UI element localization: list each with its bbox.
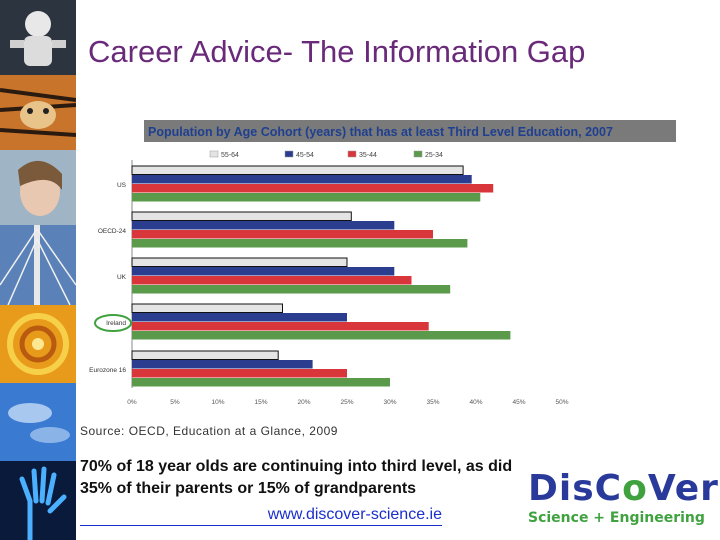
x-tick-label: 5%: [170, 399, 180, 406]
bar-ireland-55-64: [131, 303, 283, 313]
bridge-icon: [0, 225, 76, 305]
discover-logo: DisCoVer Science + Engineering: [528, 468, 719, 532]
sky-icon: [0, 383, 76, 461]
legend-label-35-44: 35-44: [359, 152, 377, 159]
legend-label-55-64: 55-64: [221, 152, 239, 159]
bar-oecd-24-45-54: [132, 221, 395, 230]
bar-us-55-64: [131, 165, 464, 175]
x-tick-label: 35%: [426, 399, 439, 406]
bar-eurozone-16-45-54: [132, 360, 313, 369]
x-tick-label: 40%: [469, 399, 482, 406]
girl-icon: [0, 150, 76, 225]
body-text: 70% of 18 year olds are continuing into …: [80, 456, 512, 500]
bar-eurozone-16-25-34: [132, 378, 390, 387]
legend-swatch-45-54: [284, 150, 294, 158]
category-label-us: US: [117, 182, 127, 189]
legend-label-45-54: 45-54: [296, 152, 314, 159]
category-label-uk: UK: [117, 274, 127, 281]
bar-eurozone-16-55-64: [131, 350, 279, 360]
bar-ireland-45-54: [132, 313, 347, 322]
bar-oecd-24-55-64: [131, 211, 352, 221]
body-line-2: 35% of their parents or 15% of grandpare…: [80, 480, 417, 497]
astronaut-icon: [0, 0, 76, 75]
chart-image: Population by Age Cohort (years) that ha…: [80, 116, 688, 412]
chart-title: Population by Age Cohort (years) that ha…: [148, 125, 613, 139]
slide-title: Career Advice- The Information Gap: [88, 34, 586, 69]
x-tick-label: 15%: [254, 399, 267, 406]
category-label-oecd-24: OECD-24: [98, 228, 127, 235]
category-label-ireland: Ireland: [106, 320, 126, 327]
body-line-1: 70% of 18 year olds are continuing into …: [80, 458, 513, 475]
legend-swatch-25-34: [413, 150, 423, 158]
bar-uk-25-34: [132, 285, 451, 294]
left-image-strip: [0, 0, 76, 540]
source-citation: Source: OECD, Education at a Glance, 200…: [80, 424, 338, 438]
website-link[interactable]: www.discover-science.ie: [80, 506, 442, 526]
logo-subtitle: Science + Engineering: [528, 510, 705, 526]
bar-uk-45-54: [132, 267, 395, 276]
spiral-icon: [0, 305, 76, 383]
logo-wordmark: DisCoVer: [528, 468, 719, 509]
x-tick-label: 10%: [211, 399, 224, 406]
x-tick-label: 0%: [127, 399, 137, 406]
x-tick-label: 50%: [555, 399, 568, 406]
bar-ireland-25-34: [132, 331, 511, 340]
x-tick-label: 30%: [383, 399, 396, 406]
bar-us-35-44: [132, 184, 494, 193]
bar-uk-55-64: [131, 257, 348, 267]
bar-ireland-35-44: [132, 322, 429, 331]
bar-chart: Population by Age Cohort (years) that ha…: [89, 120, 676, 406]
bar-us-25-34: [132, 193, 481, 202]
chart-title-band: [144, 120, 676, 142]
bar-eurozone-16-35-44: [132, 369, 347, 378]
x-tick-label: 25%: [340, 399, 353, 406]
tiger-icon: [0, 75, 76, 150]
x-tick-label: 20%: [297, 399, 310, 406]
hand-icon: [0, 461, 76, 540]
legend-swatch-55-64: [209, 150, 219, 158]
bar-oecd-24-25-34: [132, 239, 468, 248]
bar-oecd-24-35-44: [132, 230, 433, 239]
category-label-eurozone-16: Eurozone 16: [89, 367, 126, 374]
ireland-highlight-circle: [94, 314, 132, 332]
legend-label-25-34: 25-34: [425, 152, 443, 159]
x-tick-label: 45%: [512, 399, 525, 406]
bar-us-45-54: [132, 175, 472, 184]
bar-uk-35-44: [132, 276, 412, 285]
legend-swatch-35-44: [347, 150, 357, 158]
